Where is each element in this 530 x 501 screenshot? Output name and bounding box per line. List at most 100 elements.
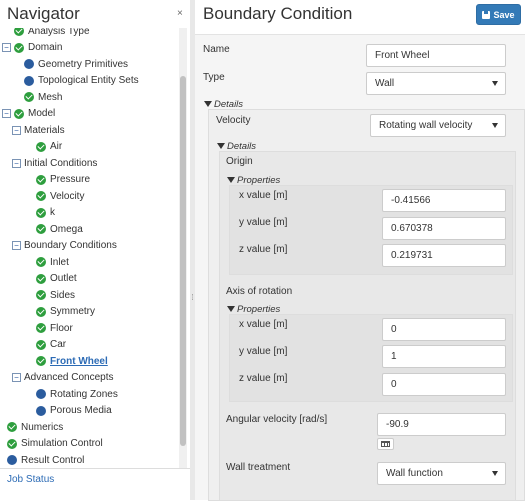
origin-z-input[interactable]: 0.219731 (382, 244, 506, 267)
origin-properties-toggle[interactable]: Properties (227, 175, 280, 186)
axis-x-input[interactable]: 0 (382, 318, 506, 341)
tree-item[interactable]: Velocity (36, 188, 84, 204)
name-label: Name (203, 44, 230, 55)
collapse-toggle-icon[interactable]: − (12, 158, 21, 168)
triangle-down-icon (227, 306, 235, 312)
wall-treatment-select[interactable]: Wall function (377, 462, 506, 485)
axis-y-input[interactable]: 1 (382, 345, 506, 368)
tree-item[interactable]: Sides (36, 287, 75, 303)
origin-x-label: x value [m] (239, 190, 288, 201)
tree-item[interactable]: − Domain (2, 40, 62, 56)
tree-item[interactable]: Car (36, 337, 66, 353)
wall-treatment-select-value: Wall function (386, 468, 443, 479)
axis-y-label: y value [m] (239, 346, 288, 357)
type-label: Type (203, 72, 225, 83)
tree-item[interactable]: Mesh (24, 89, 62, 105)
panel-divider[interactable] (190, 0, 195, 500)
chevron-down-icon (492, 471, 498, 476)
info-dot-icon (24, 75, 34, 86)
origin-x-input[interactable]: -0.41566 (382, 189, 506, 212)
check-circle-icon (14, 28, 24, 36)
tree-item-label: Rotating Zones (50, 388, 118, 400)
tree-item[interactable]: Analysis Type (14, 28, 90, 39)
axis-z-input[interactable]: 0 (382, 373, 506, 396)
check-circle-icon (36, 356, 46, 366)
collapse-toggle-icon[interactable]: − (12, 125, 21, 135)
boundary-condition-panel: Boundary Condition Save Name Front Wheel… (195, 0, 530, 501)
tree-item[interactable]: Air (36, 139, 62, 155)
tree-item[interactable]: Simulation Control (7, 436, 103, 452)
axis-properties-toggle[interactable]: Properties (227, 304, 280, 315)
tree-item[interactable]: Omega (36, 221, 83, 237)
tree-item-label: Model (28, 108, 56, 119)
collapse-toggle-icon[interactable]: − (2, 109, 11, 118)
tree-item[interactable]: Porous Media (36, 403, 112, 419)
collapse-toggle-icon[interactable]: − (12, 241, 21, 250)
navigator-panel: Navigator × Analysis Type − Domain Geometry… (0, 0, 190, 500)
tree-item[interactable]: Floor (36, 320, 73, 336)
tree-item[interactable]: − Advanced Concepts (12, 370, 114, 386)
tree-item[interactable]: − Materials (12, 122, 65, 138)
collapse-toggle-icon[interactable]: − (12, 373, 21, 382)
check-circle-icon (7, 438, 17, 449)
tree-item[interactable]: Outlet (36, 271, 77, 287)
tree-item[interactable]: k (36, 205, 55, 221)
scrollbar-thumb[interactable] (180, 76, 186, 446)
check-circle-icon (14, 42, 24, 53)
save-button-label: Save (493, 9, 515, 20)
tree-item-label: Simulation Control (21, 438, 103, 449)
info-dot-icon (36, 389, 46, 399)
type-select[interactable]: Wall (366, 72, 506, 95)
tree-item[interactable]: − Model (2, 106, 55, 122)
tree-item-label: Boundary Conditions (24, 240, 117, 251)
tree-item[interactable]: Inlet (36, 254, 69, 270)
tree-item-label: Result Control (21, 454, 85, 466)
origin-label: Origin (226, 156, 253, 167)
tree-item-label: Sides (50, 289, 76, 301)
navigator-scrollbar[interactable] (179, 28, 187, 468)
table-input-button[interactable] (377, 438, 394, 450)
check-circle-icon (14, 108, 24, 119)
origin-z-label: z value [m] (239, 244, 288, 255)
navigator-tree: Analysis Type − Domain Geometry Primitives T… (0, 28, 178, 468)
job-status-link[interactable]: Job Status (0, 468, 190, 490)
save-button[interactable]: Save (476, 4, 521, 25)
check-circle-icon (36, 207, 46, 218)
angular-velocity-input[interactable]: -90.9 (377, 413, 506, 436)
tree-item[interactable]: Rotating Zones (36, 386, 118, 402)
divider-grip-icon[interactable]: ⁞ (191, 293, 194, 302)
info-dot-icon (24, 59, 34, 69)
origin-y-input[interactable]: 0.670378 (382, 217, 506, 240)
tree-item-label: Air (50, 141, 63, 152)
navigator-title: Navigator (7, 4, 80, 23)
check-circle-icon (24, 92, 34, 102)
inner-details-label: Details (227, 141, 257, 152)
table-icon (381, 441, 390, 447)
tree-item-label: Domain (28, 42, 63, 53)
tree-item[interactable]: Front Wheel (36, 353, 108, 369)
check-circle-icon (7, 422, 17, 432)
tree-item[interactable]: Pressure (36, 172, 90, 188)
check-circle-icon (36, 306, 46, 317)
triangle-down-icon (204, 101, 212, 107)
tree-item[interactable]: Result Control (7, 452, 84, 468)
info-dot-icon (36, 405, 46, 416)
tree-item[interactable]: Geometry Primitives (24, 56, 128, 72)
tree-item-label: Floor (50, 322, 73, 334)
boundary-condition-form: Name Front Wheel Type Wall Details Veloc… (195, 34, 525, 501)
inner-details-toggle[interactable]: Details (217, 141, 256, 152)
tree-item[interactable]: Numerics (7, 419, 63, 435)
tree-item[interactable]: Topological Entity Sets (24, 73, 139, 89)
close-icon[interactable]: × (177, 8, 183, 19)
origin-properties-label: Properties (237, 175, 281, 186)
velocity-select[interactable]: Rotating wall velocity (370, 114, 506, 137)
collapse-toggle-icon[interactable]: − (2, 43, 11, 52)
details-toggle[interactable]: Details (204, 99, 243, 110)
tree-item[interactable]: − Boundary Conditions (12, 238, 117, 254)
tree-item[interactable]: − Initial Conditions (12, 155, 97, 171)
tree-item-label: Car (50, 339, 67, 350)
check-circle-icon (36, 323, 46, 333)
tree-item[interactable]: Symmetry (36, 304, 95, 320)
info-dot-icon (7, 455, 17, 465)
name-input[interactable]: Front Wheel (366, 44, 506, 67)
